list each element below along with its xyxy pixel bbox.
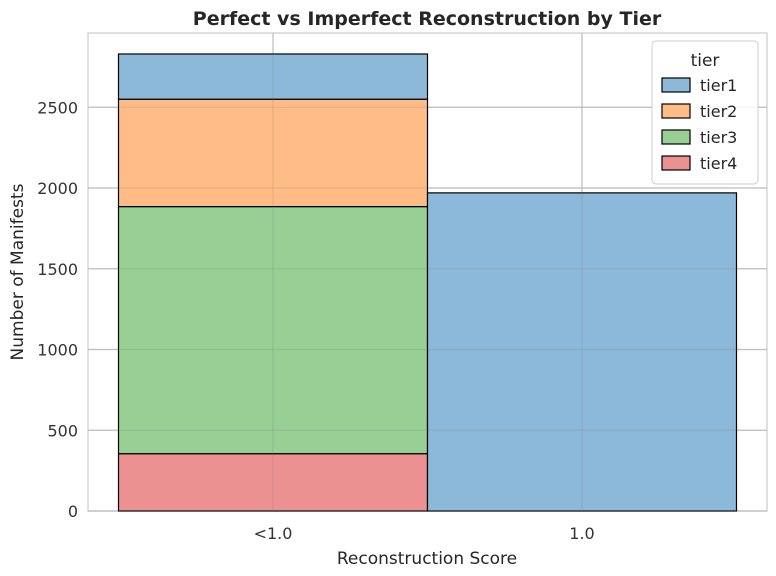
x-axis-ticks: <1.0 1.0 <box>254 524 595 543</box>
x-tick-label: <1.0 <box>254 524 293 543</box>
y-tick-label: 2000 <box>37 179 78 198</box>
legend-title: tier <box>691 51 720 71</box>
y-axis-label: Number of Manifests <box>8 183 28 360</box>
bar-tier1-1 <box>426 192 738 512</box>
bar-tier1-0 <box>117 53 429 100</box>
y-tick-label: 500 <box>47 421 78 440</box>
legend-swatch-tier4 <box>661 155 691 171</box>
bar-tier2-0 <box>117 98 429 208</box>
legend-swatch-tier3 <box>661 129 691 145</box>
x-tick-label: 1.0 <box>569 524 594 543</box>
legend-swatch-tier2 <box>661 103 691 119</box>
y-axis-ticks: 0 500 1000 1500 2000 2500 <box>37 98 78 521</box>
bar-tier3-0 <box>117 205 429 455</box>
y-tick-label: 2500 <box>37 98 78 117</box>
legend-box <box>651 40 759 185</box>
x-axis-label: Reconstruction Score <box>337 549 517 569</box>
y-tick-label: 1000 <box>37 341 78 360</box>
legend: tier tier1 tier2 tier3 tier4 <box>651 40 759 185</box>
bars <box>88 33 767 512</box>
legend-label-tier4: tier4 <box>700 154 737 173</box>
legend-label-tier3: tier3 <box>700 128 737 147</box>
legend-label-tier1: tier1 <box>700 76 737 95</box>
legend-label-tier2: tier2 <box>700 102 737 121</box>
y-tick-label: 1500 <box>37 260 78 279</box>
legend-swatch-tier1 <box>661 77 691 93</box>
chart-title: Perfect vs Imperfect Reconstruction by T… <box>193 8 662 30</box>
y-tick-label: 0 <box>68 502 78 521</box>
bar-tier4-0 <box>117 453 429 512</box>
